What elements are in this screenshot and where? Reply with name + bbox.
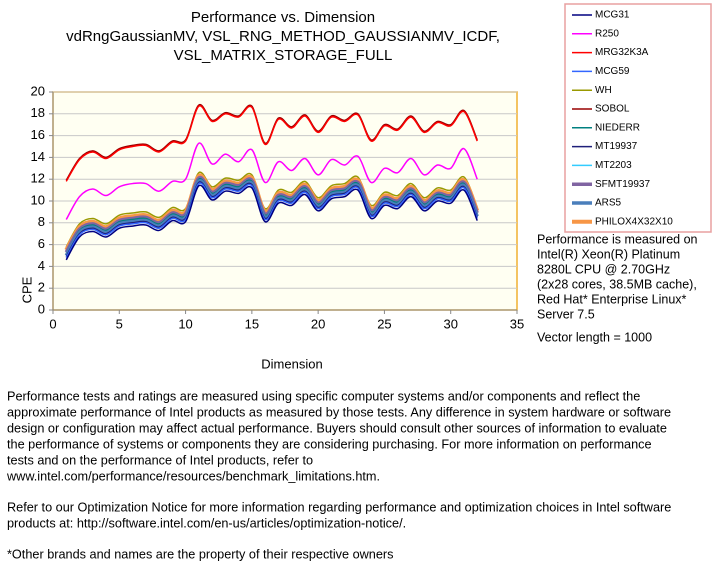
y-tick-label: 16: [31, 127, 45, 142]
y-tick-label: 10: [31, 192, 45, 207]
series-line: [65, 184, 478, 261]
series-line: [65, 105, 478, 182]
footer-text: Refer to our Optimization Notice for mor…: [7, 500, 671, 514]
chart-title: Performance vs. Dimension: [191, 9, 375, 26]
legend-box: [564, 3, 712, 233]
annotation: (2x28 cores, 38.5MB cache),: [537, 277, 697, 291]
legend-label: MT19937: [595, 141, 638, 152]
y-tick-label: 18: [31, 105, 45, 120]
x-tick-label: 0: [49, 316, 56, 331]
legend-label: SOBOL: [595, 104, 630, 115]
legend-label: NIEDERR: [595, 122, 640, 133]
x-tick-label: 30: [443, 316, 457, 331]
y-tick-label: 6: [38, 236, 45, 251]
legend-label: MCG31: [595, 10, 630, 21]
footer-text: approximate performance of Intel product…: [7, 405, 671, 419]
annotation: Server 7.5: [537, 307, 595, 321]
footer-text: www.intel.com/performance/resources/benc…: [6, 469, 380, 483]
legend-label: MT2203: [595, 160, 632, 171]
footer-text: tests and on the performance of Intel pr…: [7, 453, 313, 467]
x-tick-label: 5: [116, 316, 123, 331]
footer-text: the performance of systems or components…: [7, 437, 652, 451]
chart-title: VSL_MATRIX_STORAGE_FULL: [174, 47, 393, 64]
x-tick-label: 20: [311, 316, 325, 331]
chart-title: vdRngGaussianMV, VSL_RNG_METHOD_GAUSSIAN…: [66, 28, 500, 45]
legend-label: SFMT19937: [595, 179, 650, 190]
y-tick-label: 4: [38, 258, 45, 273]
footer-text: products at: http://software.intel.com/e…: [7, 516, 406, 530]
y-tick-label: 0: [38, 301, 45, 316]
series-line: [65, 182, 478, 259]
x-tick-label: 35: [510, 316, 524, 331]
annotation: Intel(R) Xeon(R) Platinum: [537, 247, 680, 261]
y-tick-label: 20: [31, 83, 45, 98]
x-tick-label: 10: [178, 316, 192, 331]
legend-label: R250: [595, 28, 619, 39]
x-axis-label: Dimension: [261, 356, 322, 371]
legend-label: MRG32K3A: [595, 47, 649, 58]
annotation: Red Hat* Enterprise Linux*: [537, 292, 687, 306]
y-axis-label: CPE: [19, 276, 34, 303]
y-tick-label: 8: [38, 214, 45, 229]
legend-label: WH: [595, 85, 612, 96]
y-tick-label: 12: [31, 171, 45, 186]
x-tick-label: 15: [245, 316, 259, 331]
footer-text: design or configuration may affect actua…: [7, 421, 667, 435]
legend-label: ARS5: [595, 198, 622, 209]
series-line: [65, 142, 478, 220]
y-tick-label: 2: [38, 280, 45, 295]
y-tick-label: 14: [31, 149, 45, 164]
annotation: Vector length = 1000: [537, 330, 652, 344]
footer-text: Performance tests and ratings are measur…: [7, 389, 640, 403]
legend-label: MCG59: [595, 66, 630, 77]
annotation: 8280L CPU @ 2.70GHz: [537, 262, 670, 276]
legend-label: PHILOX4X32X10: [595, 216, 673, 227]
x-tick-label: 25: [377, 316, 391, 331]
footer-text: *Other brands and names are the property…: [7, 547, 393, 561]
annotation: Performance is measured on: [537, 232, 698, 246]
